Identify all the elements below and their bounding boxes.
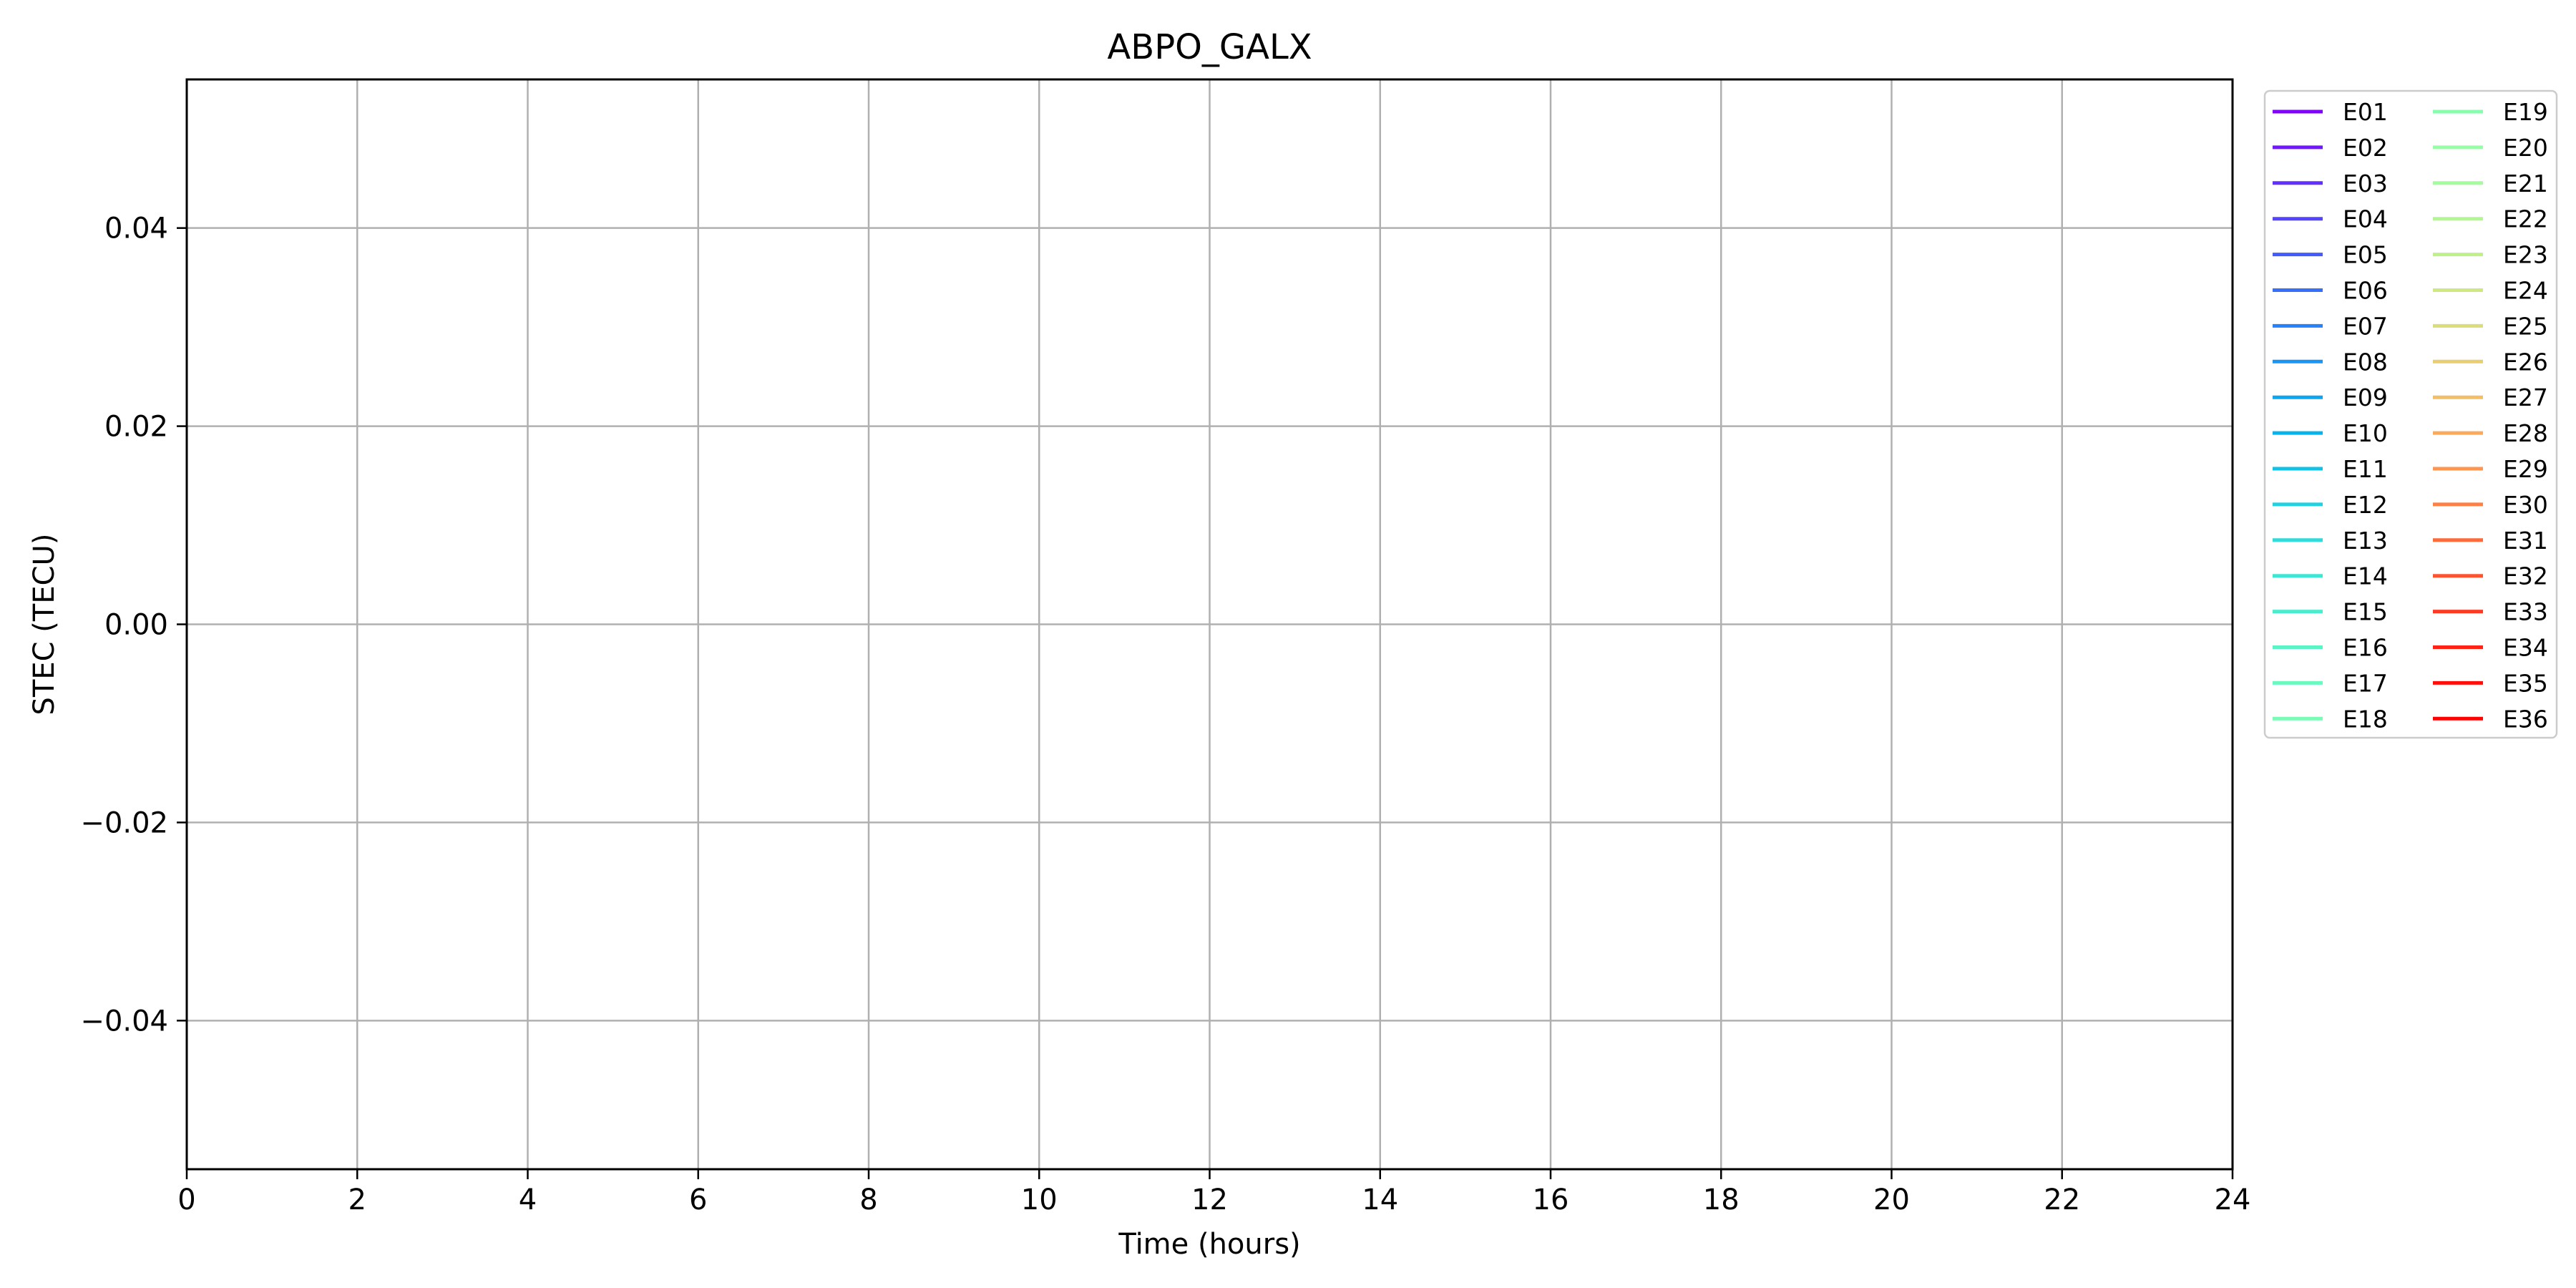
legend-entry-label: E22 (2503, 205, 2548, 233)
y-axis: −0.04 −0.02 0.00 0.02 0.04 (80, 213, 187, 1038)
legend-entry-label: E10 (2343, 419, 2388, 447)
y-tick-label: −0.04 (80, 1005, 168, 1038)
x-axis: 0 2 4 6 8 10 12 14 16 18 20 22 24 (177, 1169, 2250, 1216)
legend-entry-label: E29 (2503, 455, 2548, 483)
x-tick-label: 4 (519, 1184, 537, 1216)
legend-entry-label: E25 (2503, 312, 2548, 340)
y-tick-label: 0.00 (104, 609, 168, 642)
legend-entry-label: E11 (2343, 455, 2388, 483)
legend-entry-label: E33 (2503, 598, 2548, 626)
x-tick-label: 22 (2044, 1184, 2080, 1216)
x-tick-label: 24 (2215, 1184, 2251, 1216)
legend-entry-label: E32 (2503, 562, 2548, 590)
y-tick-label: 0.04 (104, 213, 168, 245)
legend-entry-label: E07 (2343, 312, 2388, 340)
legend-entry-label: E03 (2343, 170, 2388, 197)
y-tick-label: 0.02 (104, 411, 168, 444)
x-tick-label: 14 (1362, 1184, 1398, 1216)
legend-entry-label: E30 (2503, 491, 2548, 519)
legend-entry-label: E17 (2343, 669, 2388, 697)
x-axis-label: Time (hours) (1118, 1228, 1300, 1261)
legend-entry-label: E21 (2503, 170, 2548, 197)
x-tick-label: 8 (859, 1184, 877, 1216)
y-axis-label: STEC (TECU) (28, 534, 61, 716)
x-tick-label: 2 (348, 1184, 366, 1216)
x-tick-label: 6 (689, 1184, 707, 1216)
legend: E01 E02 E03 E04 E05 E06 E07 E08 E09 E10 E11 E12 E13 E… (2263, 89, 2558, 739)
legend-entry-label: E18 (2343, 705, 2388, 733)
x-tick-label: 16 (1533, 1184, 1569, 1216)
legend-entry-label: E12 (2343, 491, 2388, 519)
chart-title: ABPO_GALX (1107, 27, 1312, 67)
x-tick-label: 10 (1021, 1184, 1058, 1216)
legend-entry-label: E02 (2343, 134, 2388, 162)
legend-entry-label: E24 (2503, 277, 2548, 305)
x-tick-label: 18 (1703, 1184, 1740, 1216)
legend-entry-label: E13 (2343, 527, 2388, 555)
x-tick-label: 12 (1191, 1184, 1228, 1216)
legend-entry-label: E14 (2343, 562, 2388, 590)
legend-entry-label: E08 (2343, 348, 2388, 376)
x-tick-label: 20 (1873, 1184, 1910, 1216)
legend-box (2263, 89, 2558, 739)
legend-entry-label: E35 (2503, 669, 2548, 697)
legend-entry-label: E04 (2343, 205, 2388, 233)
legend-entry-label: E15 (2343, 598, 2388, 626)
legend-entry-label: E26 (2503, 348, 2548, 376)
legend-entry-label: E34 (2503, 634, 2548, 662)
legend-entry-label: E36 (2503, 705, 2548, 733)
legend-entry-label: E09 (2343, 384, 2388, 411)
legend-entry-label: E20 (2503, 134, 2548, 162)
legend-entry-label: E31 (2503, 527, 2548, 555)
legend-entry-label: E16 (2343, 634, 2388, 662)
legend-entry-label: E23 (2503, 241, 2548, 269)
legend-entry-label: E05 (2343, 241, 2388, 269)
legend-entry-label: E01 (2343, 98, 2388, 126)
legend-entry-label: E06 (2343, 277, 2388, 305)
legend-entry-label: E27 (2503, 384, 2548, 411)
legend-entry-label: E19 (2503, 98, 2548, 126)
y-tick-label: −0.02 (80, 806, 168, 839)
x-tick-label: 0 (177, 1184, 195, 1216)
legend-entry-label: E28 (2503, 419, 2548, 447)
